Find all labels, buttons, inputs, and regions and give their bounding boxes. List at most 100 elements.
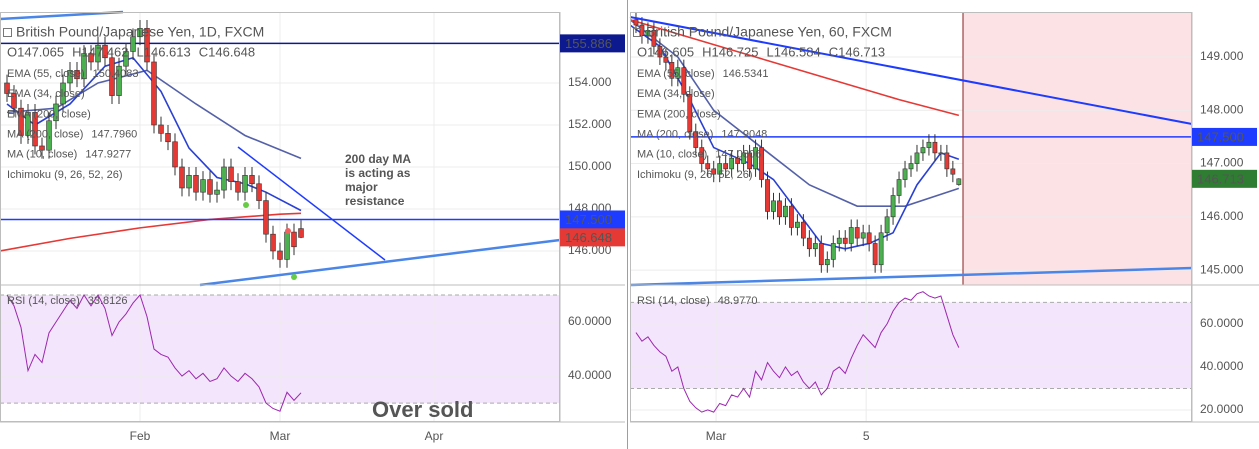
candle-body xyxy=(723,163,729,170)
price-badge-label: 146.713 xyxy=(1197,171,1244,186)
indicator-line xyxy=(630,18,960,117)
candle-body xyxy=(950,168,956,175)
candle-body xyxy=(848,227,854,244)
candle-body xyxy=(926,141,932,148)
signal-dot xyxy=(243,202,249,208)
candle-body xyxy=(687,93,693,132)
checkbox[interactable] xyxy=(3,28,12,37)
price-badge xyxy=(1192,127,1257,146)
indicator-name: MA (10, close) xyxy=(7,149,77,161)
candle-body xyxy=(249,175,255,185)
ohlc-label: C146.648 xyxy=(199,44,255,59)
plot-area-right xyxy=(630,12,1192,422)
candle-body xyxy=(824,259,830,266)
price-badge xyxy=(560,228,625,247)
ohlc-label: L146.613 xyxy=(137,44,191,59)
annotation: resistance xyxy=(345,194,405,208)
y-tick-label: 148.000 xyxy=(1200,102,1244,116)
candle-body xyxy=(277,250,283,260)
y-tick-label: 154.000 xyxy=(568,75,612,89)
indicator-line xyxy=(0,212,302,252)
forecast-area xyxy=(963,12,1192,285)
candle-body xyxy=(67,70,73,84)
rsi-name: RSI (14, close) xyxy=(7,295,80,307)
checkbox[interactable] xyxy=(633,28,642,37)
candle-body xyxy=(705,163,711,170)
plot-area-left xyxy=(0,12,560,422)
candle-body xyxy=(830,243,836,260)
indicator-name: EMA (34, close) xyxy=(637,88,715,100)
candle-body xyxy=(39,145,45,151)
y-tick-label: 150.000 xyxy=(568,159,612,173)
candle-body xyxy=(109,57,115,96)
candle-body xyxy=(46,120,52,151)
y-tick-label: 146.000 xyxy=(568,243,612,257)
candle-body xyxy=(53,103,59,122)
trendline xyxy=(629,16,1193,125)
candle-body xyxy=(137,28,143,38)
candle-body xyxy=(25,112,31,136)
candle-body xyxy=(663,56,669,63)
indicator-value: 147.9277 xyxy=(85,149,131,161)
price-badge-label: 147.500 xyxy=(1197,129,1244,144)
candle-body xyxy=(102,44,108,59)
rsi-name: RSI (14, close) xyxy=(637,295,710,307)
candle-body xyxy=(657,46,663,58)
candle-body xyxy=(95,44,101,63)
trendline xyxy=(0,10,124,21)
candle-body xyxy=(81,53,87,80)
candle-body xyxy=(902,168,908,180)
candle-body xyxy=(693,131,699,148)
price-badge-label: 146.648 xyxy=(565,230,612,245)
signal-dot xyxy=(285,228,291,234)
indicator-value: 146.5341 xyxy=(723,68,769,80)
annotation: major xyxy=(345,180,378,194)
trendline xyxy=(237,146,386,261)
candle-body xyxy=(795,221,800,228)
candle-body xyxy=(908,163,914,170)
candle-body xyxy=(88,53,94,63)
candle-body xyxy=(60,82,66,105)
indicator-name: Ichimoku (9, 26, 52, 26) xyxy=(637,169,753,181)
candle-body xyxy=(4,82,10,94)
ohlc-label: L146.584 xyxy=(767,44,821,59)
candle-body xyxy=(270,233,276,252)
ohlc-label: H147.462 xyxy=(72,44,128,59)
indicator-value: 147.7960 xyxy=(91,129,137,141)
candle-body xyxy=(884,216,890,234)
candle-body xyxy=(956,178,962,185)
annotation: is acting as xyxy=(345,166,411,180)
candle-body xyxy=(32,112,38,147)
candle-body xyxy=(711,168,717,175)
indicator-value: 147.0806 xyxy=(715,149,761,161)
x-tick-label: 5 xyxy=(863,429,870,443)
price-badge-label: 147.500 xyxy=(565,212,612,227)
y-tick-label: 40.0000 xyxy=(1200,359,1244,373)
candle-body xyxy=(242,175,248,193)
price-badge-label: 155.886 xyxy=(565,36,612,51)
trendline xyxy=(629,266,1193,287)
ohlc-label: C146.713 xyxy=(829,44,885,59)
candle-body xyxy=(193,175,199,193)
y-tick-label: 60.0000 xyxy=(1200,316,1244,330)
y-tick-label: 147.000 xyxy=(1200,156,1244,170)
candle-body xyxy=(872,243,878,266)
rsi-band xyxy=(630,302,1192,389)
candle-body xyxy=(854,227,860,239)
candle-body xyxy=(866,232,872,244)
y-tick-label: 152.000 xyxy=(568,117,612,131)
x-tick-label: Mar xyxy=(706,429,727,443)
indicator-name: Ichimoku (9, 26, 52, 26) xyxy=(7,169,123,181)
y-tick-label: 20.0000 xyxy=(1200,402,1244,416)
ohlc-label: O146.605 xyxy=(637,44,694,59)
indicator-name: EMA (34, close) xyxy=(7,88,85,100)
candle-body xyxy=(74,70,80,80)
rsi-value: 33.8126 xyxy=(88,295,128,307)
candle-body xyxy=(179,166,185,189)
y-tick-label: 40.0000 xyxy=(568,368,612,382)
candle-body xyxy=(681,67,687,95)
candle-body xyxy=(256,183,262,201)
indicator-name: EMA (200, close) xyxy=(637,108,721,120)
candle-body xyxy=(172,141,178,168)
